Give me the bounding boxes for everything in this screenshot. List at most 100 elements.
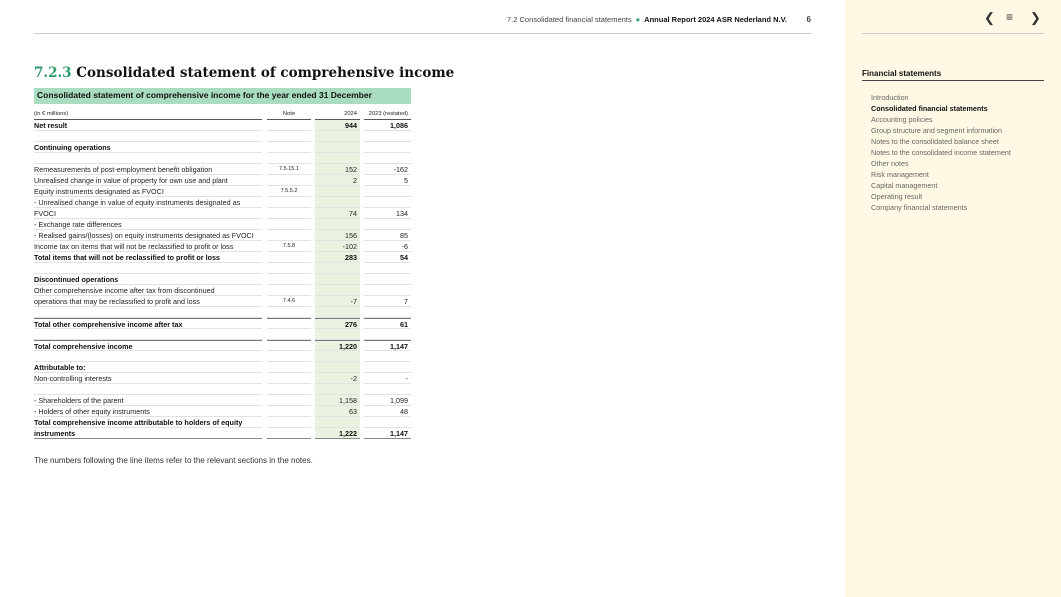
value-2023: 61 xyxy=(364,318,411,329)
value-2024 xyxy=(315,329,360,340)
row-note xyxy=(267,329,311,340)
value-2023 xyxy=(364,142,411,153)
bullet-icon: ● xyxy=(635,15,641,24)
value-2024: 1,222 xyxy=(315,428,360,439)
table-row xyxy=(34,263,411,274)
column-header-2024: 2024 xyxy=(315,109,360,120)
table-row: Non-controlling interests -2- xyxy=(34,373,411,384)
table-row: FVOCI 74 134 xyxy=(34,208,411,219)
value-2024 xyxy=(315,351,360,362)
row-note: 7.4.6 xyxy=(267,296,311,307)
table-row xyxy=(34,153,411,164)
value-2024 xyxy=(315,131,360,142)
value-2023: 54 xyxy=(364,252,411,263)
section-title: Consolidated statement of comprehensive … xyxy=(76,65,455,81)
column-header-note: Note xyxy=(267,109,311,120)
row-label: - Realised gains/(losses) on equity inst… xyxy=(34,230,262,241)
table-row: Unrealised change in value of property f… xyxy=(34,175,411,186)
row-note xyxy=(267,153,311,164)
value-2024: -2 xyxy=(315,373,360,384)
sidebar: ❮ ≡ ❯ Financial statements Introduction C… xyxy=(845,0,1061,597)
row-note xyxy=(267,428,311,439)
table-row: - Shareholders of the parent 1,158 1,099 xyxy=(34,395,411,406)
column-header-label: (in € millions) xyxy=(34,109,262,120)
toc-item[interactable]: Operating result xyxy=(871,192,923,201)
row-label: - Exchange rate differences xyxy=(34,219,262,230)
row-note xyxy=(267,318,311,329)
value-2024 xyxy=(315,274,360,285)
toc-item[interactable]: Notes to the consolidated balance sheet xyxy=(871,137,999,146)
table-row: Net result 944 1,086 xyxy=(34,120,411,131)
row-label xyxy=(34,307,262,318)
table-row: - Exchange rate differences xyxy=(34,219,411,230)
value-2024 xyxy=(315,153,360,164)
value-2023: 7 xyxy=(364,296,411,307)
toc-item[interactable]: Risk management xyxy=(871,170,929,179)
table-row xyxy=(34,307,411,318)
row-label: Income tax on items that will not be rec… xyxy=(34,241,262,252)
row-label: Net result xyxy=(34,120,262,131)
value-2024: 283 xyxy=(315,252,360,263)
row-label: Attributable to: xyxy=(34,362,262,373)
value-2023 xyxy=(364,384,411,395)
table-row: Total items that will not be reclassifie… xyxy=(34,252,411,263)
row-label: - Unrealised change in value of equity i… xyxy=(34,197,262,208)
toc-item[interactable]: Consolidated financial statements xyxy=(871,104,988,113)
chevron-left-icon[interactable]: ❮ xyxy=(984,10,995,25)
sidebar-title: Financial statements xyxy=(862,69,1044,81)
row-label: Remeasurements of post-employment benefi… xyxy=(34,164,262,175)
toc-item[interactable]: Other notes xyxy=(871,159,909,168)
table-row: Continuing operations xyxy=(34,142,411,153)
table-row: Discontinued operations xyxy=(34,274,411,285)
value-2024 xyxy=(315,285,360,296)
row-note: 7.5.5.2 xyxy=(267,186,311,197)
table-row: Remeasurements of post-employment benefi… xyxy=(34,164,411,175)
table-row xyxy=(34,384,411,395)
toc-item[interactable]: Accounting policies xyxy=(871,115,933,124)
table-row: - Unrealised change in value of equity i… xyxy=(34,197,411,208)
row-note xyxy=(267,120,311,131)
value-2024 xyxy=(315,362,360,373)
row-note xyxy=(267,274,311,285)
table-caption: Consolidated statement of comprehensive … xyxy=(34,88,411,104)
menu-icon[interactable]: ≡ xyxy=(1006,10,1014,24)
row-note xyxy=(267,208,311,219)
value-2023: 1,147 xyxy=(364,428,411,439)
toc-item[interactable]: Introduction xyxy=(871,93,909,102)
value-2023: 5 xyxy=(364,175,411,186)
header-section[interactable]: 7.2 Consolidated financial statements xyxy=(506,15,632,24)
row-note xyxy=(267,384,311,395)
chevron-right-icon[interactable]: ❯ xyxy=(1030,10,1041,25)
row-label: Total items that will not be reclassifie… xyxy=(34,252,262,263)
toc-item[interactable]: Group structure and segment information xyxy=(871,126,1003,135)
row-label xyxy=(34,263,262,274)
toc-item[interactable]: Capital management xyxy=(871,181,938,190)
table-row xyxy=(34,329,411,340)
row-label xyxy=(34,351,262,362)
row-label: Non-controlling interests xyxy=(34,373,262,384)
table-row xyxy=(34,351,411,362)
value-2023: 48 xyxy=(364,406,411,417)
row-note xyxy=(267,197,311,208)
header-report: Annual Report 2024 ASR Nederland N.V. xyxy=(644,15,787,24)
value-2024: 2 xyxy=(315,175,360,186)
value-2024: 276 xyxy=(315,318,360,329)
row-label xyxy=(34,131,262,142)
value-2023: 1,099 xyxy=(364,395,411,406)
table-row: Total other comprehensive income after t… xyxy=(34,318,411,329)
value-2023 xyxy=(364,186,411,197)
toc-item[interactable]: Company financial statements xyxy=(871,203,968,212)
row-note xyxy=(267,285,311,296)
value-2023 xyxy=(364,329,411,340)
row-label: Total comprehensive income xyxy=(34,340,262,351)
row-label xyxy=(34,384,262,395)
row-note xyxy=(267,351,311,362)
sidebar-divider xyxy=(862,33,1044,34)
table-row: Total comprehensive income attributable … xyxy=(34,417,411,428)
toc-item[interactable]: Notes to the consolidated income stateme… xyxy=(871,148,1011,157)
income-table: (in € millions) Note 2024 2023 (restated… xyxy=(34,109,411,439)
row-note xyxy=(267,230,311,241)
running-header: 7.2 Consolidated financial statements ● An… xyxy=(34,15,811,25)
value-2023: -6 xyxy=(364,241,411,252)
value-2023 xyxy=(364,417,411,428)
